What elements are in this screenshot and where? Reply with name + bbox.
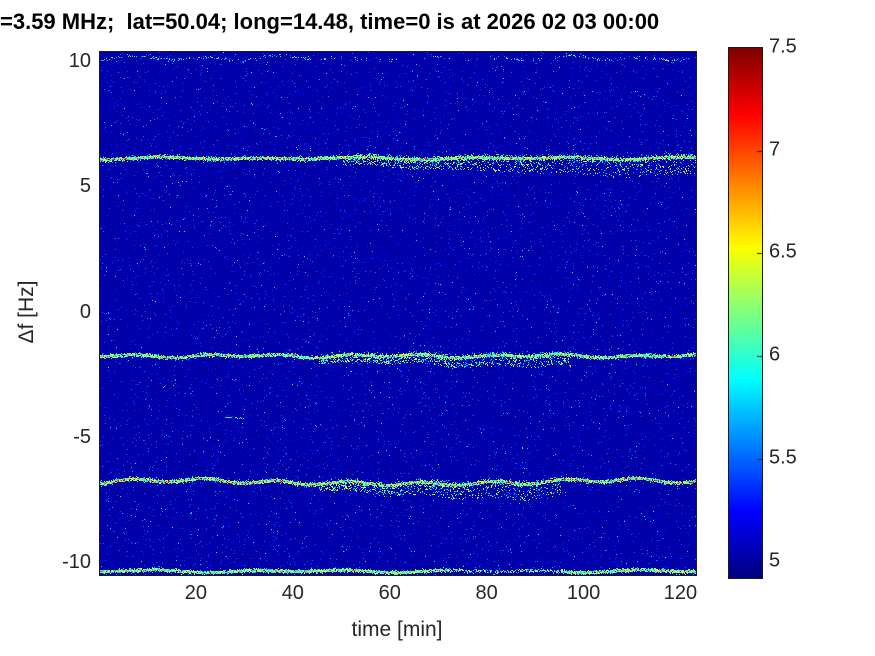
x-tick-label: 20: [184, 582, 208, 604]
y-tick-label: 10: [68, 50, 91, 73]
plot-area: [99, 51, 697, 576]
x-tick-label: 60: [378, 582, 401, 604]
y-axis-label: Δf [Hz]: [15, 280, 38, 344]
x-tick-label: 80: [475, 582, 498, 604]
colorbar-tick-label: 7.5: [769, 35, 797, 58]
x-tick-label: 100: [566, 582, 601, 604]
colorbar: [728, 47, 763, 579]
y-tick-label: -10: [62, 550, 91, 573]
colorbar-tick-label: 6: [769, 343, 781, 366]
x-axis-label: time [min]: [351, 618, 443, 641]
x-tick-label: 40: [281, 582, 304, 604]
colorbar-tick-label: 7: [769, 138, 781, 161]
y-tick-label: -5: [73, 425, 91, 448]
colorbar-tick-label: 6.5: [769, 240, 797, 263]
colorbar-tick-label: 5: [769, 549, 781, 572]
y-tick-label: 5: [79, 175, 91, 198]
colorbar-canvas: [729, 48, 762, 578]
x-tick-label: 120: [663, 582, 698, 604]
colorbar-tick-label: 5.5: [769, 446, 797, 469]
y-tick-label: 0: [79, 300, 91, 323]
plot-title: =3.59 MHz; lat=50.04; long=14.48, time=0…: [0, 9, 660, 34]
spectrogram-canvas: [100, 52, 696, 575]
